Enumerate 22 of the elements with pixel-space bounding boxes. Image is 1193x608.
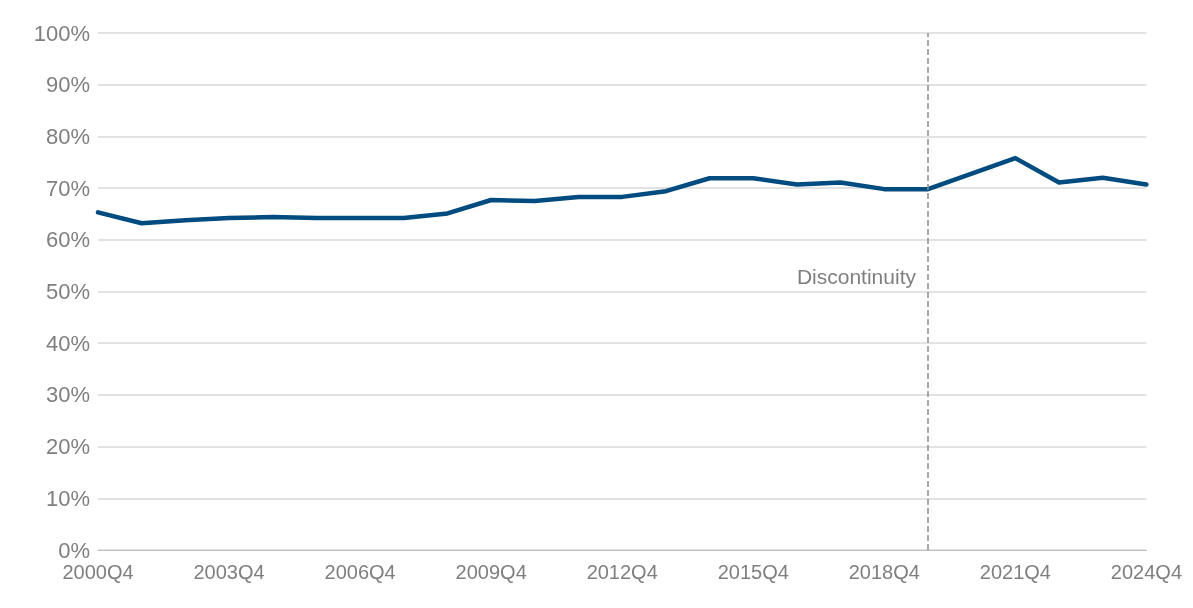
y-tick-label: 20% — [45, 434, 90, 460]
y-tick-label: 10% — [45, 485, 90, 511]
y-tick-label: 70% — [45, 175, 90, 201]
line-series — [95, 155, 1149, 226]
y-tick-label: 40% — [45, 330, 90, 356]
y-tick-label: 100% — [33, 20, 90, 46]
x-tick-label: 2018Q4 — [848, 561, 920, 583]
annotation: Discontinuity — [796, 265, 917, 288]
y-tick-label: 80% — [45, 123, 90, 149]
y-tick-label: 30% — [45, 382, 90, 408]
x-tick-label: 2000Q4 — [62, 561, 134, 583]
x-tick-label: 2009Q4 — [455, 561, 527, 583]
x-tick-label: 2021Q4 — [979, 561, 1051, 583]
x-tick-label: 2006Q4 — [324, 561, 396, 583]
y-tick-label: 50% — [45, 279, 90, 304]
x-tick-label: 2015Q4 — [717, 561, 789, 583]
y-tick-label: 90% — [45, 72, 90, 98]
y-tick-label: 0% — [58, 537, 90, 563]
x-tick-label: 2012Q4 — [586, 561, 658, 583]
y-tick-label: 60% — [45, 227, 90, 253]
x-tick-label: 2003Q4 — [193, 561, 265, 583]
x-tick-label: 2024Q4 — [1110, 561, 1182, 583]
